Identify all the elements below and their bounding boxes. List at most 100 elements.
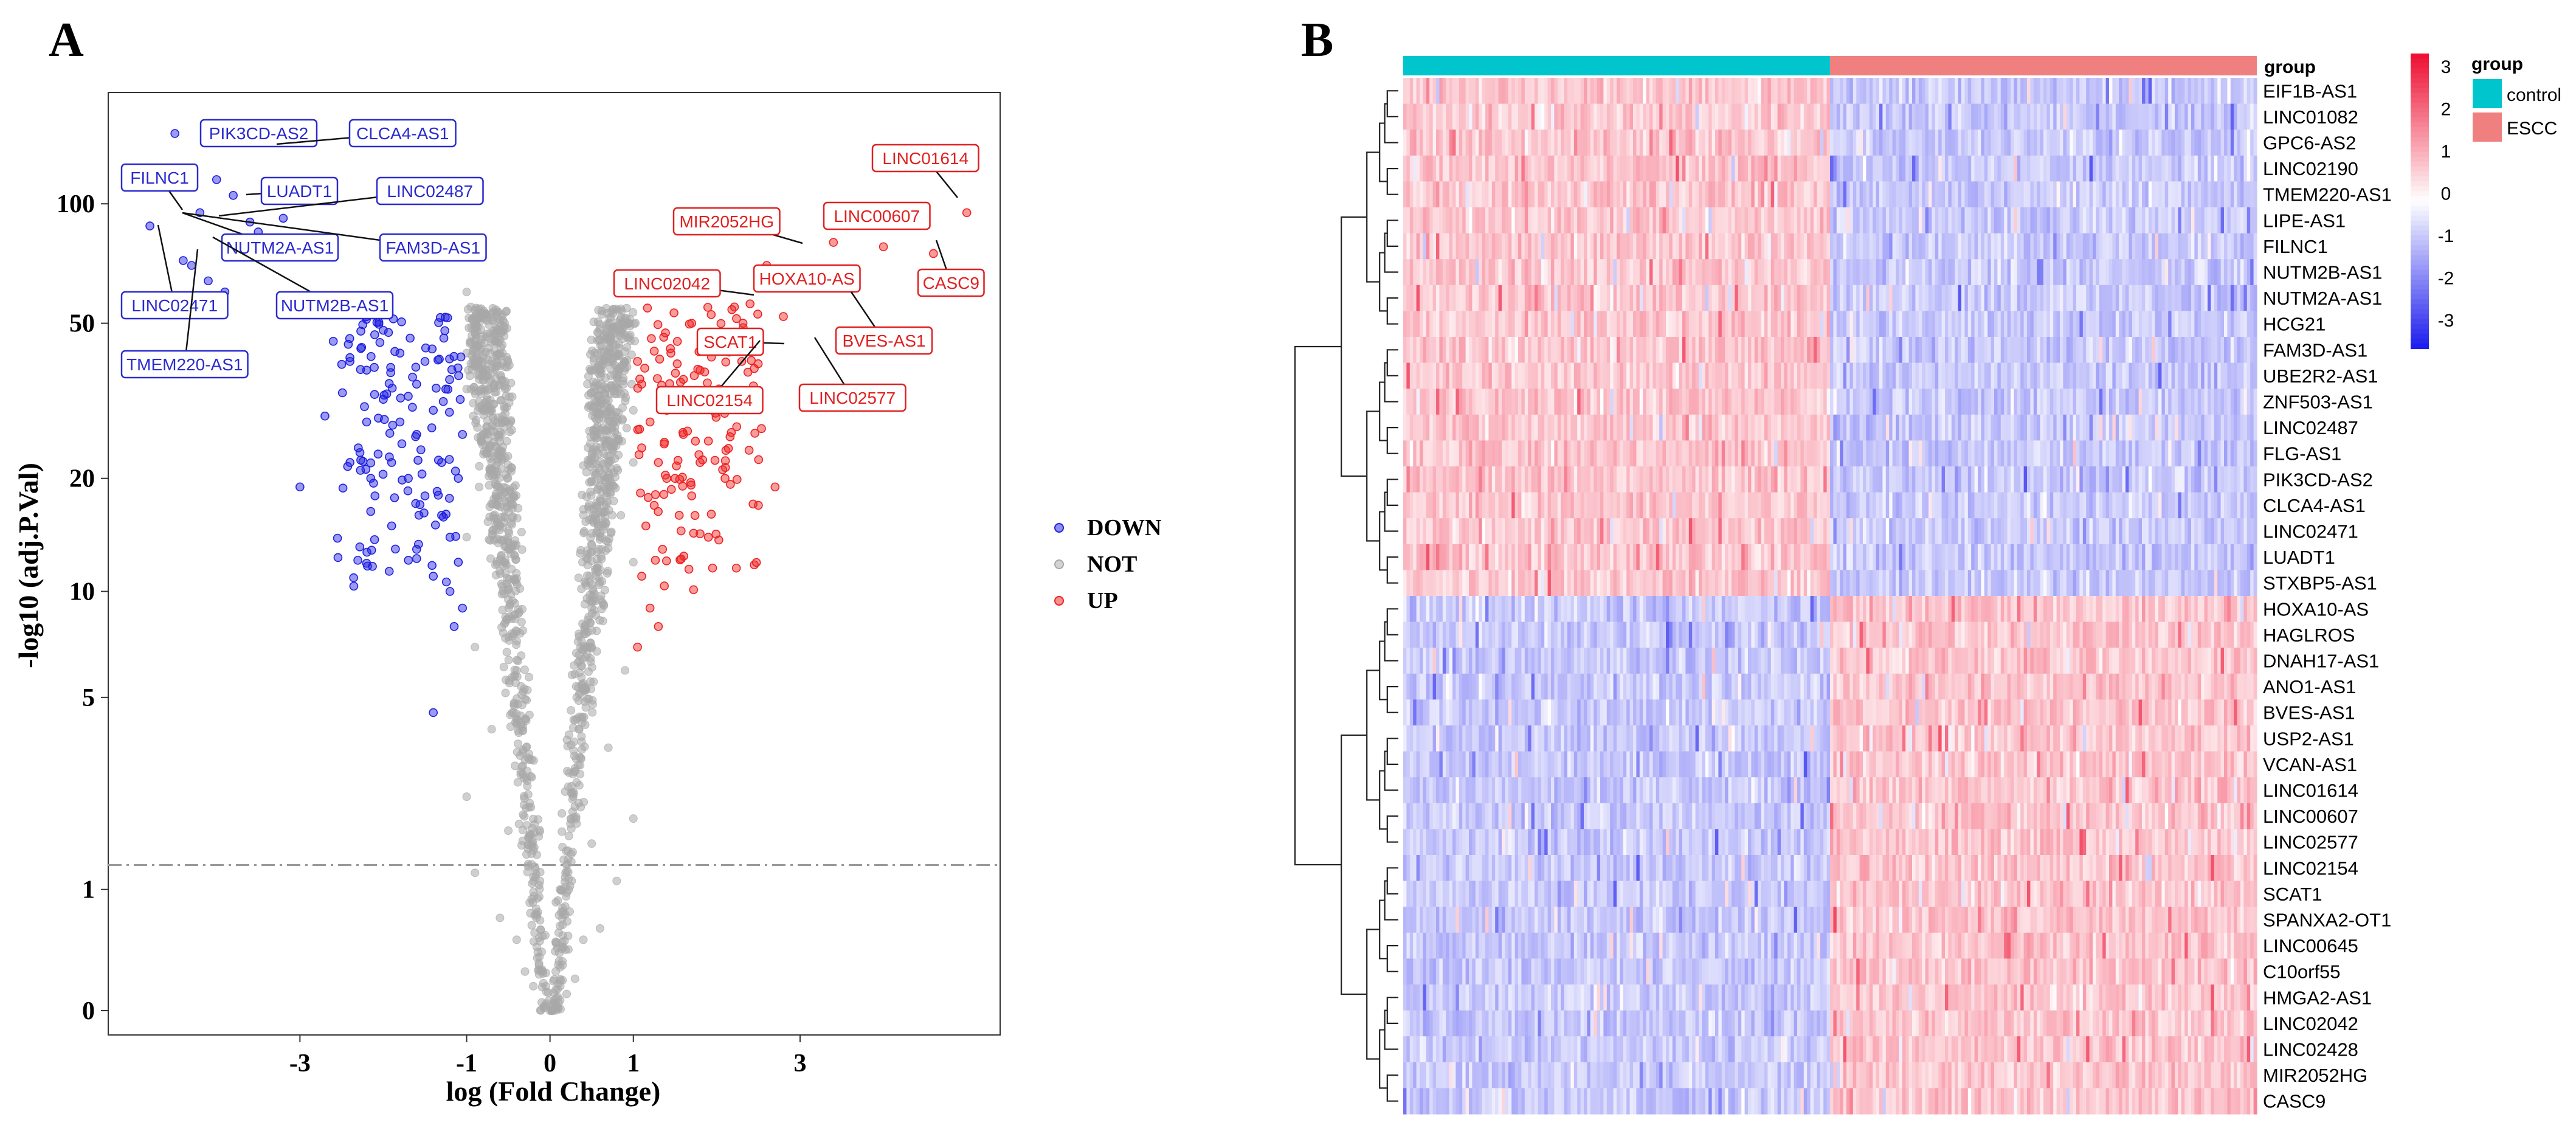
heatmap-cell	[2007, 362, 2011, 389]
heatmap-cell	[2076, 311, 2080, 337]
heatmap-cell	[1876, 233, 1880, 260]
heatmap-cell	[1617, 78, 1620, 105]
heatmap-cell	[1728, 78, 1732, 105]
heatmap-cell	[1715, 155, 1719, 182]
heatmap-cell	[2105, 285, 2110, 311]
heatmap-cell	[1732, 362, 1735, 389]
not-point	[465, 372, 474, 381]
heatmap-cell	[1929, 285, 1932, 311]
heatmap-cell	[1902, 130, 1906, 156]
heatmap-cell	[1465, 259, 1469, 286]
heatmap-cell	[1797, 207, 1801, 234]
heatmap-cell	[1570, 130, 1575, 156]
heatmap-cell	[2148, 155, 2152, 182]
up-point	[654, 622, 663, 631]
heatmap-cell	[1528, 337, 1532, 364]
heatmap-cell	[1488, 337, 1493, 364]
heatmap-cell	[1945, 362, 1949, 389]
heatmap-cell	[1705, 311, 1709, 337]
heatmap-cell	[1879, 155, 1883, 182]
down-point	[384, 379, 394, 388]
heatmap-cell	[2020, 103, 2025, 130]
heatmap-cell	[2142, 155, 2146, 182]
heatmap-cell	[1643, 78, 1647, 105]
heatmap-cell	[1432, 311, 1437, 337]
heatmap-cell	[1702, 103, 1706, 130]
heatmap-cell	[1524, 362, 1528, 389]
heatmap-cell	[2135, 155, 2139, 182]
heatmap-cell	[1606, 285, 1611, 311]
heatmap-cell	[1774, 181, 1778, 208]
heatmap-cell	[1488, 259, 1493, 286]
heatmap-cell	[1469, 233, 1473, 260]
heatmap-cell	[2204, 78, 2208, 105]
heatmap-cell	[1442, 103, 1446, 130]
heatmap-cell	[1577, 362, 1581, 389]
heatmap-cell	[1866, 103, 1870, 130]
heatmap-cell	[1840, 181, 1844, 208]
heatmap-cell	[1873, 362, 1877, 389]
not-point	[512, 935, 521, 944]
heatmap-cell	[1790, 259, 1795, 286]
heatmap-cell	[1502, 285, 1505, 311]
heatmap-cell	[1781, 103, 1784, 130]
heatmap-cell	[1613, 259, 1617, 286]
heatmap-cell	[1974, 259, 1978, 286]
heatmap-cell	[1885, 259, 1890, 286]
heatmap-cell	[1587, 130, 1591, 156]
heatmap-cell	[1561, 78, 1565, 105]
heatmap-cell	[1777, 337, 1781, 364]
heatmap-cell	[1406, 130, 1411, 156]
heatmap-cell	[1817, 362, 1821, 389]
heatmap-cell	[1974, 103, 1978, 130]
heatmap-cell	[2237, 233, 2241, 260]
not-point	[594, 573, 603, 583]
heatmap-cell	[2197, 207, 2201, 234]
heatmap-cell	[1978, 155, 1981, 182]
heatmap-cell	[1597, 78, 1601, 105]
heatmap-cell	[1840, 103, 1844, 130]
heatmap-cell	[1908, 311, 1913, 337]
heatmap-cell	[1908, 337, 1913, 364]
not-point	[488, 525, 497, 535]
heatmap-cell	[1570, 362, 1575, 389]
heatmap-cell	[1908, 103, 1913, 130]
heatmap-cell	[2161, 78, 2166, 105]
heatmap-cell	[2099, 259, 2103, 286]
heatmap-cell	[1721, 259, 1725, 286]
heatmap-cell	[1446, 285, 1450, 311]
heatmap-cell	[1820, 259, 1824, 286]
heatmap-cell	[1508, 233, 1512, 260]
y-tick-label: 1	[82, 876, 95, 904]
heatmap-cell	[1420, 285, 1423, 311]
heatmap-cell	[1899, 233, 1903, 260]
heatmap-cell	[1814, 78, 1817, 105]
heatmap-cell	[1567, 130, 1571, 156]
heatmap-cell	[1994, 207, 1998, 234]
down-point	[379, 415, 389, 424]
not-point	[532, 943, 541, 952]
heatmap-cell	[2089, 285, 2093, 311]
heatmap-cell	[1899, 181, 1903, 208]
heatmap-cell	[1633, 207, 1637, 234]
heatmap-cell	[1702, 311, 1706, 337]
heatmap-cell	[2073, 181, 2077, 208]
heatmap-cell	[1770, 207, 1775, 234]
heatmap-cell	[1974, 233, 1978, 260]
heatmap-cell	[1879, 130, 1883, 156]
heatmap-cell	[1751, 362, 1755, 389]
heatmap-cell	[1688, 259, 1693, 286]
down-point	[433, 455, 443, 465]
not-point	[523, 767, 532, 776]
heatmap-cell	[1784, 233, 1788, 260]
heatmap-cell	[1587, 259, 1591, 286]
heatmap-cell	[1590, 78, 1594, 105]
not-point	[534, 892, 544, 901]
heatmap-cell	[2060, 155, 2063, 182]
heatmap-cell	[2253, 130, 2257, 156]
heatmap-cell	[1623, 207, 1627, 234]
heatmap-cell	[1580, 103, 1584, 130]
heatmap-cell	[1646, 78, 1650, 105]
heatmap-cell	[2049, 337, 2054, 364]
heatmap-cell	[1948, 207, 1952, 234]
